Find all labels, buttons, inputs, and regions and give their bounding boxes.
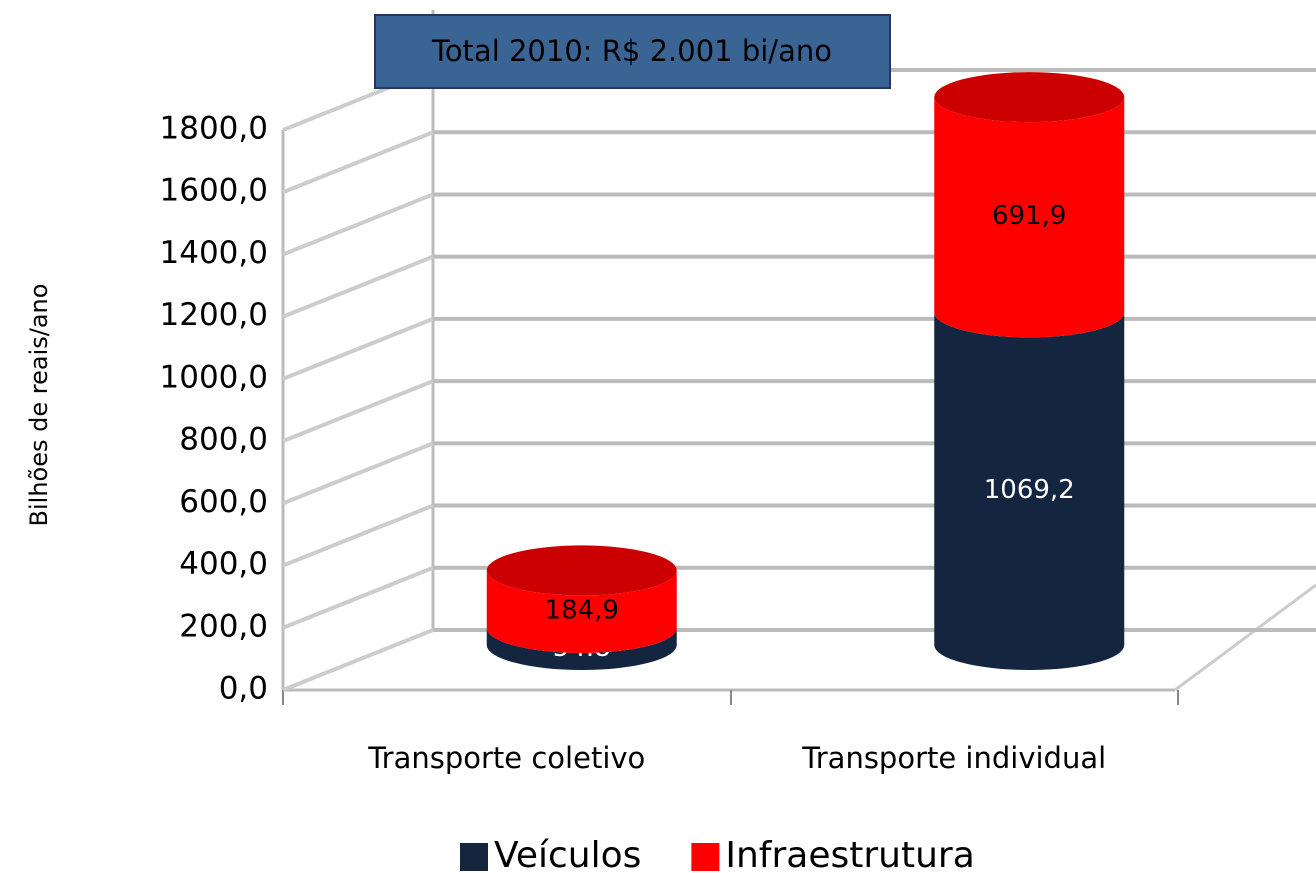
annotation-box	[374, 14, 891, 89]
y-tick-label: 0,0	[219, 671, 268, 707]
y-tick-label: 200,0	[179, 608, 268, 644]
grid-line-side	[282, 628, 434, 692]
y-tick-label: 1200,0	[160, 297, 268, 333]
cylinder-top	[934, 72, 1125, 123]
y-axis-label: Bilhões de reais/ano	[25, 284, 53, 527]
value-label: 1069,2	[984, 475, 1075, 505]
y-tick-label: 1400,0	[160, 235, 268, 271]
floor-right	[1174, 583, 1316, 692]
legend-swatch	[460, 843, 488, 871]
x-tick-label: Transporte coletivo	[367, 741, 645, 775]
grid-line-side	[282, 565, 434, 630]
grid	[282, 68, 1316, 692]
grid-line-side	[282, 192, 434, 257]
grid-line-side	[282, 441, 434, 506]
grid-line-side	[282, 130, 434, 195]
value-label: 691,9	[992, 201, 1066, 231]
cylinder-segment	[486, 627, 677, 670]
cylinder-segment	[934, 312, 1125, 670]
y-tick-label: 400,0	[179, 546, 268, 582]
legend-label: Infraestrutura	[725, 835, 974, 873]
y-tick-label: 1600,0	[160, 173, 268, 209]
grid-line-side	[282, 503, 434, 568]
grid-line-side	[282, 379, 434, 443]
y-tick-label: 600,0	[179, 484, 268, 520]
x-tick-label: Transporte individual	[801, 741, 1106, 775]
legend-swatch	[691, 843, 720, 871]
y-tick-label: 1800,0	[160, 111, 268, 147]
legend: Veículos Infraestrutura	[460, 835, 975, 873]
legend-label: Veículos	[494, 835, 641, 873]
grid-line-side	[282, 254, 434, 319]
grid-line-side	[282, 317, 434, 381]
y-tick-label: 1000,0	[160, 359, 268, 395]
y-tick-label: 800,0	[179, 422, 268, 458]
cylinder-segment	[486, 570, 677, 653]
annotation: Total 2010: R$ 2.001 bi/ano	[431, 34, 832, 68]
value-label: 184,9	[545, 596, 619, 626]
cylinder-top	[486, 545, 677, 596]
cylinder-segment	[934, 97, 1125, 338]
